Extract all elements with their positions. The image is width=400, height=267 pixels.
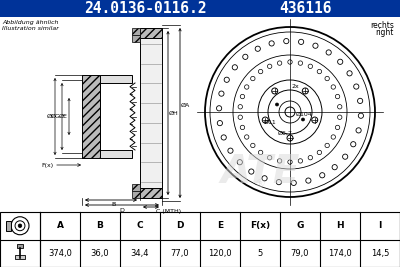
Text: 436116: 436116 [279, 1, 331, 16]
Text: ®: ® [254, 179, 266, 189]
Text: 77,0: 77,0 [171, 249, 189, 258]
Bar [132, 28, 140, 35]
Text: ØA: ØA [181, 103, 190, 108]
Bar [0, 212, 400, 267]
Text: 5: 5 [257, 249, 263, 258]
Text: 14,5: 14,5 [371, 249, 389, 258]
Circle shape [18, 224, 22, 227]
Text: G: G [296, 221, 304, 230]
Bar [132, 191, 140, 198]
Text: 174,0: 174,0 [328, 249, 352, 258]
Text: B: B [96, 221, 104, 230]
Bar [0, 0, 400, 17]
Text: rechts: rechts [370, 21, 394, 30]
Text: C: C [137, 221, 143, 230]
Text: F(x): F(x) [41, 163, 53, 167]
Text: 24.0136-0116.2: 24.0136-0116.2 [84, 1, 206, 16]
Text: ØE: ØE [59, 114, 68, 119]
Text: ØH: ØH [169, 111, 179, 116]
Bar [17, 244, 23, 248]
Circle shape [276, 103, 278, 106]
Text: ATE: ATE [220, 153, 300, 191]
Text: A: A [56, 221, 64, 230]
Circle shape [302, 118, 304, 121]
Text: 79,0: 79,0 [291, 249, 309, 258]
Text: Ø11: Ø11 [264, 120, 276, 124]
Bar [15, 255, 25, 259]
Bar [132, 184, 140, 191]
Bar [6, 221, 11, 231]
Text: I: I [378, 221, 382, 230]
Text: F(x): F(x) [250, 221, 270, 230]
Text: E: E [217, 221, 223, 230]
Bar [82, 75, 100, 158]
Text: right: right [376, 28, 394, 37]
Text: 36,0: 36,0 [91, 249, 109, 258]
Text: 374,0: 374,0 [48, 249, 72, 258]
Text: 120,0: 120,0 [208, 249, 232, 258]
Text: ØG: ØG [51, 114, 61, 119]
Text: Ø104: Ø104 [296, 112, 313, 116]
Text: H: H [336, 221, 344, 230]
Text: Abbildung ähnlich: Abbildung ähnlich [2, 20, 58, 25]
Text: D: D [120, 208, 124, 213]
Bar [140, 38, 162, 188]
Bar [140, 28, 162, 38]
Text: 2x: 2x [291, 84, 299, 89]
Text: D: D [176, 221, 184, 230]
Bar [100, 75, 132, 83]
Text: 34,4: 34,4 [131, 249, 149, 258]
Text: Ø6,7: Ø6,7 [278, 131, 292, 135]
Bar [140, 188, 162, 198]
Text: C (MTH): C (MTH) [156, 209, 182, 214]
Text: ØI: ØI [47, 114, 54, 119]
Bar [100, 150, 132, 158]
Text: B: B [111, 202, 115, 207]
Bar [132, 35, 140, 42]
Text: Illustration similar: Illustration similar [2, 26, 59, 31]
